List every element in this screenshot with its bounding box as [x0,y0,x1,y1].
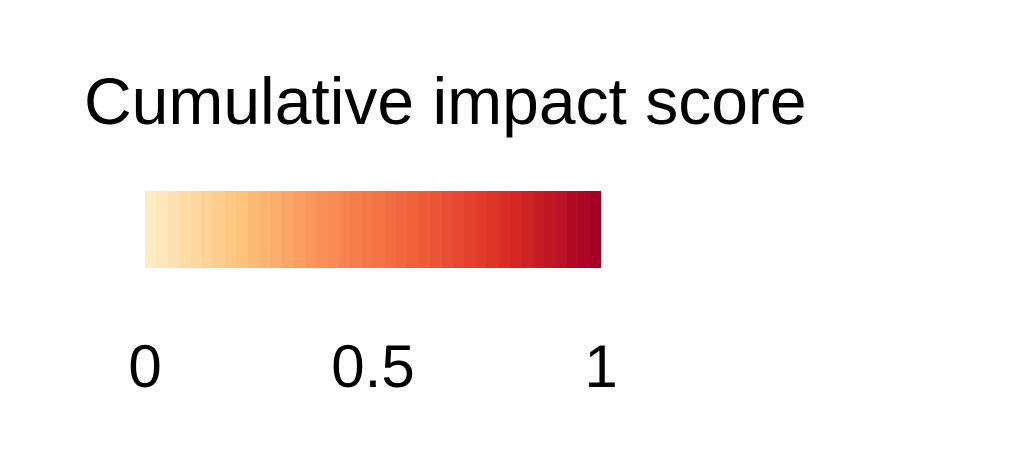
colorbar-step [361,191,374,268]
colorbar-step [452,191,465,268]
colorbar-step [464,191,476,268]
colorbar-step [487,191,499,268]
colorbar-step [373,191,385,268]
colorbar-step [532,191,545,268]
colorbar-step [555,191,568,268]
colorbar-gradient [145,191,602,268]
colorbar-step [259,191,271,268]
colorbar-step [395,191,408,268]
colorbar-step [407,191,419,268]
tick-label: 0 [128,333,162,400]
colorbar-step [521,191,533,268]
colorbar-step [430,191,442,268]
colorbar-step [327,191,339,268]
colorbar-step [202,191,214,268]
colorbar-step [418,191,431,268]
colorbar-step [281,191,294,268]
colorbar-step [167,191,180,268]
colorbar-step [224,191,237,268]
colorbar-step [384,191,396,268]
colorbar-step [304,191,317,268]
colorbar-step [578,191,590,268]
tick-label: 1 [584,333,618,400]
colorbar-step [247,191,260,268]
colorbar-step [179,191,191,268]
colorbar-step [567,191,579,268]
colorbar-step [589,191,602,268]
colorbar-step [316,191,328,268]
colorbar-step [544,191,556,268]
colorbar-step [441,191,453,268]
colorbar-step [236,191,248,268]
colorbar-step [293,191,305,268]
colorbar-step [156,191,168,268]
tick-label: 0.5 [331,333,415,400]
colorbar-step [350,191,362,268]
colorbar-step [270,191,282,268]
colorbar-step [498,191,510,268]
colorbar-step [338,191,351,268]
colorbar-step [190,191,203,268]
colorbar-step [475,191,488,268]
colorbar-step [145,191,157,268]
colorbar-step [510,191,522,268]
legend-title: Cumulative impact score [84,64,807,138]
colorbar-step [213,191,225,268]
